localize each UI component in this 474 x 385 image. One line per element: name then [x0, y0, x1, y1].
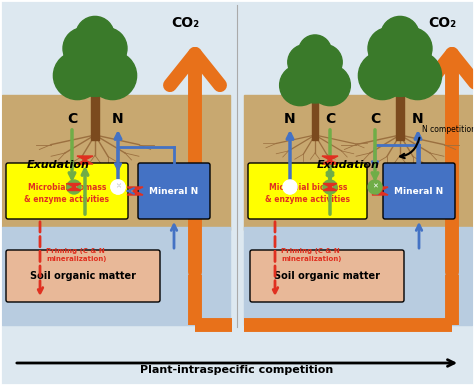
Text: Plant-intraspecific competition: Plant-intraspecific competition [140, 365, 334, 375]
Text: CO₂: CO₂ [428, 16, 456, 30]
Circle shape [368, 28, 410, 69]
Text: & enzyme activities: & enzyme activities [25, 194, 109, 204]
Text: N: N [412, 112, 424, 126]
Text: Microbial biomass: Microbial biomass [269, 182, 347, 191]
Polygon shape [323, 184, 337, 191]
Circle shape [288, 44, 323, 80]
Text: Mineral N: Mineral N [149, 186, 199, 196]
Text: CO₂: CO₂ [171, 16, 199, 30]
Bar [244, 227, 472, 325]
Text: ✕: ✕ [327, 184, 333, 190]
Text: Soil organic matter: Soil organic matter [274, 271, 380, 281]
Circle shape [111, 180, 125, 194]
Circle shape [63, 28, 105, 69]
Bar [311, 97, 319, 140]
Text: Exudation: Exudation [27, 160, 90, 170]
Bar [2, 227, 230, 325]
Circle shape [288, 49, 342, 103]
Circle shape [85, 28, 127, 69]
FancyBboxPatch shape [138, 163, 210, 219]
Bar [91, 90, 99, 140]
Text: ✕: ✕ [115, 184, 121, 190]
Circle shape [307, 44, 342, 80]
Text: & enzyme activities: & enzyme activities [265, 194, 350, 204]
Bar [244, 95, 472, 230]
Circle shape [283, 180, 297, 194]
Text: C: C [370, 112, 380, 126]
Polygon shape [127, 187, 143, 195]
Text: N competition: N competition [422, 126, 474, 134]
Circle shape [381, 17, 419, 55]
Bar [2, 95, 230, 230]
Text: N: N [112, 112, 124, 126]
Text: ✕: ✕ [115, 184, 121, 190]
Text: ✕: ✕ [71, 184, 77, 190]
FancyBboxPatch shape [6, 163, 128, 219]
Circle shape [368, 180, 382, 194]
Circle shape [323, 180, 337, 194]
Circle shape [111, 180, 125, 194]
Text: ✕: ✕ [287, 184, 293, 190]
Circle shape [89, 52, 137, 100]
FancyBboxPatch shape [6, 250, 160, 302]
Circle shape [299, 35, 331, 68]
Text: N: N [284, 112, 296, 126]
Text: Soil organic matter: Soil organic matter [30, 271, 136, 281]
Text: Priming (C & N
mineralization): Priming (C & N mineralization) [281, 248, 341, 261]
Circle shape [63, 32, 127, 96]
Circle shape [368, 32, 432, 96]
FancyBboxPatch shape [250, 250, 404, 302]
FancyBboxPatch shape [248, 163, 367, 219]
Text: Microbial biomass: Microbial biomass [28, 182, 106, 191]
Text: Priming (C & N
mineralization): Priming (C & N mineralization) [46, 248, 106, 261]
Text: C: C [67, 112, 77, 126]
Text: ✕: ✕ [372, 184, 378, 190]
FancyBboxPatch shape [383, 163, 455, 219]
Circle shape [67, 180, 81, 194]
Circle shape [76, 17, 114, 55]
Circle shape [393, 52, 442, 100]
Bar [396, 90, 404, 140]
Polygon shape [372, 187, 388, 195]
Polygon shape [77, 156, 93, 164]
Circle shape [280, 65, 320, 105]
Polygon shape [322, 156, 338, 164]
Circle shape [358, 52, 406, 100]
Text: C: C [325, 112, 335, 126]
Circle shape [391, 28, 432, 69]
Polygon shape [67, 184, 81, 191]
Text: Exudation: Exudation [317, 160, 380, 170]
Circle shape [310, 65, 350, 105]
Text: Mineral N: Mineral N [394, 186, 444, 196]
Circle shape [54, 52, 101, 100]
